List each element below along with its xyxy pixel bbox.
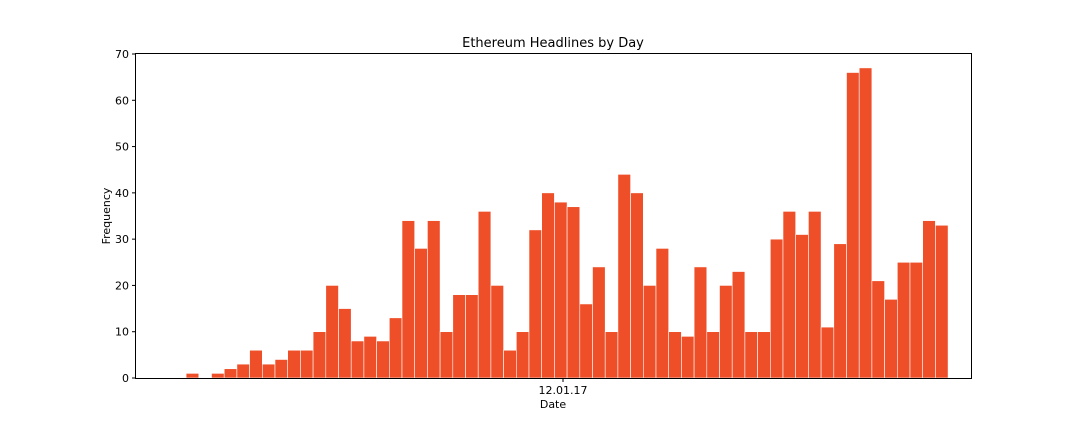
histogram-bar — [681, 336, 695, 379]
histogram-bar — [503, 349, 517, 379]
histogram-bar — [871, 280, 885, 379]
histogram-bar — [274, 359, 288, 379]
chart-title: Ethereum Headlines by Day — [462, 36, 644, 51]
histogram-bar — [452, 294, 466, 379]
histogram-bar — [325, 285, 339, 379]
histogram-bar — [858, 67, 873, 379]
histogram-bar — [630, 192, 644, 379]
histogram-bar — [922, 220, 936, 379]
histogram-bar — [363, 336, 377, 379]
histogram-bar — [376, 340, 390, 379]
x-tick-label: 12.01.17 — [539, 384, 588, 397]
y-tick-label: 10 — [115, 326, 129, 339]
y-tick-label: 60 — [115, 94, 129, 107]
histogram-bar — [401, 220, 415, 379]
histogram-bar — [236, 363, 250, 379]
x-axis: 12.01.17 — [539, 378, 588, 397]
histogram-bar — [427, 220, 441, 379]
histogram-bar — [782, 211, 796, 379]
y-tick-label: 0 — [122, 372, 129, 385]
histogram-bar — [287, 349, 301, 379]
histogram-bar — [477, 211, 492, 379]
histogram-bar — [414, 248, 428, 379]
bars-group — [185, 67, 949, 379]
histogram-bar — [935, 224, 949, 379]
histogram-bar — [300, 349, 314, 379]
histogram-bar — [896, 261, 911, 379]
plot-frame — [135, 53, 972, 379]
histogram-bar — [185, 373, 200, 379]
y-axis-label: Frequency — [100, 187, 113, 244]
y-axis: 0 10 20 30 40 50 60 70 — [115, 48, 136, 385]
histogram-bar — [604, 331, 619, 379]
histogram-bar — [846, 72, 860, 379]
histogram-bar — [617, 174, 631, 379]
histogram-bar — [465, 294, 479, 379]
histogram-bar — [515, 331, 530, 379]
histogram-bar — [820, 326, 835, 379]
histogram-bar — [541, 192, 555, 379]
histogram-bar — [592, 266, 606, 379]
histogram-bar — [554, 201, 568, 379]
histogram-bar — [731, 271, 746, 379]
x-axis-label: Date — [540, 398, 567, 411]
histogram-bar — [769, 238, 784, 379]
histogram-bar — [909, 261, 923, 379]
histogram-bar — [642, 285, 657, 379]
histogram-bar — [884, 299, 898, 379]
histogram-bar — [757, 331, 771, 379]
histogram-bar — [439, 331, 454, 379]
histogram-bar — [312, 331, 327, 379]
histogram-bar — [706, 331, 720, 379]
histogram-bar — [211, 373, 225, 379]
histogram-bar — [795, 234, 809, 379]
histogram-bar — [223, 368, 238, 379]
y-tick-label: 20 — [115, 279, 129, 292]
histogram-bar — [744, 331, 758, 379]
histogram-bar — [249, 349, 263, 379]
histogram-bar — [655, 248, 669, 379]
histogram-bar — [719, 285, 733, 379]
histogram-bar — [388, 317, 403, 379]
histogram-bar — [528, 229, 542, 379]
histogram-bar — [261, 363, 276, 379]
histogram-bar — [566, 206, 581, 379]
histogram-bar — [833, 243, 847, 379]
histogram-bar — [579, 303, 593, 379]
y-tick-label: 40 — [115, 187, 129, 200]
y-tick-label: 70 — [115, 48, 129, 61]
histogram-bar — [350, 340, 365, 379]
y-tick-label: 30 — [115, 233, 129, 246]
y-tick-label: 50 — [115, 141, 129, 154]
histogram-bar — [808, 211, 822, 379]
histogram-bar — [693, 266, 708, 379]
histogram-bar — [338, 308, 352, 379]
histogram-bar — [490, 285, 504, 379]
histogram-bar — [668, 331, 682, 379]
